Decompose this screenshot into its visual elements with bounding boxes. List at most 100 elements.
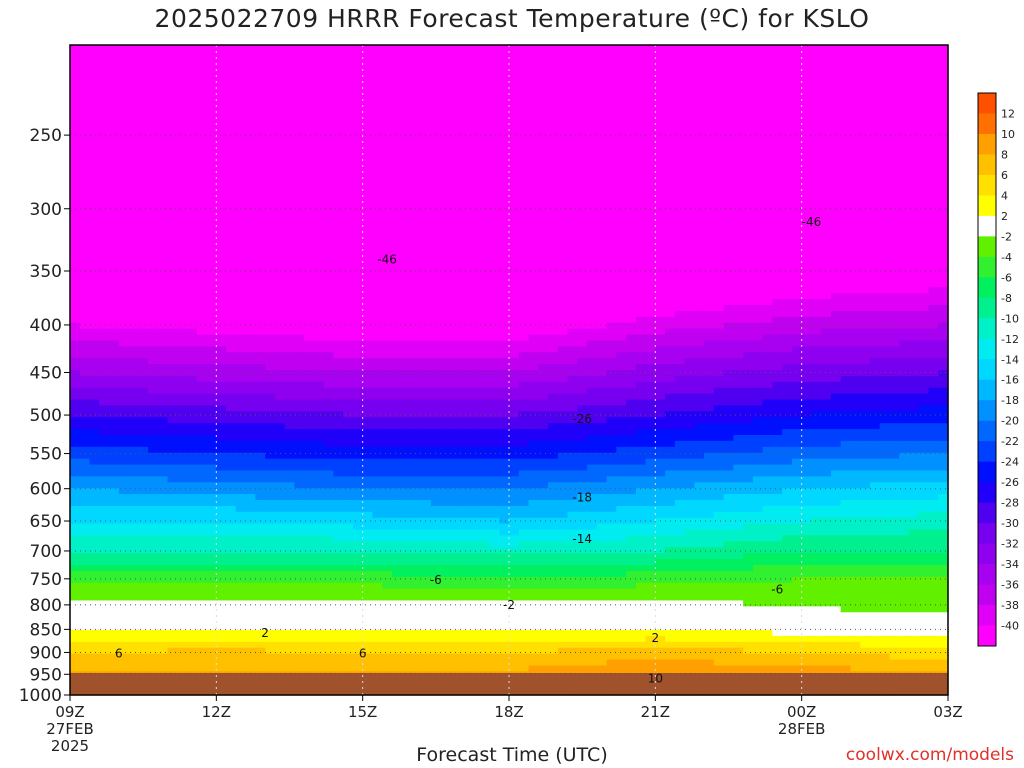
heat-cell [99,630,110,637]
heat-cell [313,446,325,454]
heat-cell [440,464,452,472]
heat-cell [167,115,178,123]
heat-cell [450,364,461,371]
heat-cell [411,606,422,613]
heat-cell [489,464,500,472]
heat-cell [479,452,491,460]
heat-cell [382,440,393,448]
heat-cell [499,305,510,312]
heat-cell [391,452,403,460]
heat-cell [450,641,461,649]
heat-cell [343,68,354,76]
heat-cell [226,405,237,412]
heat-cell [372,234,383,241]
heat-cell [382,275,393,282]
heat-cell [362,210,374,217]
heat-cell [352,352,364,359]
heat-cell [187,417,198,424]
heat-cell [333,387,344,395]
heat-cell [109,488,120,495]
heat-cell [70,245,81,253]
heat-cell [440,381,452,389]
heat-cell [187,281,198,288]
heat-cell [265,151,276,158]
heat-cell [460,110,471,117]
heat-cell [157,364,169,371]
heat-cell [304,186,315,194]
heat-cell [196,482,208,489]
heat-cell [450,470,461,477]
heat-cell [479,517,491,525]
heat-cell [343,559,354,566]
heat-cell [187,299,198,306]
heat-cell [304,305,315,312]
heat-cell [352,393,364,401]
heat-cell [187,198,198,206]
heat-cell [362,121,374,129]
heat-cell [177,216,188,223]
heat-cell [401,535,413,542]
heat-cell [245,228,256,235]
heat-cell [235,175,247,182]
heat-cell [216,635,227,643]
heat-cell [177,464,188,472]
heat-cell [391,98,403,105]
heat-cell [323,470,334,477]
heat-cell [469,198,481,206]
heat-cell [313,216,325,223]
heat-cell [382,115,393,123]
heat-cell [138,641,149,649]
heat-cell [450,375,461,383]
heat-cell [177,121,188,129]
heat-cell [235,251,247,259]
heat-cell [89,80,100,87]
heat-cell [187,305,198,312]
heat-cell [245,186,256,194]
heat-cell [313,517,325,525]
heat-cell [352,653,364,661]
heat-cell [479,281,491,288]
heat-cell [421,511,432,519]
heat-cell [109,204,120,212]
heat-cell [430,80,442,87]
heat-cell [450,80,461,87]
heat-cell [294,547,305,554]
heat-cell [411,417,422,424]
heat-cell [372,180,383,188]
heat-cell [450,630,461,637]
heat-cell [362,334,374,342]
heat-cell [216,393,227,401]
heat-cell [99,417,110,424]
heat-cell [294,500,305,507]
heat-cell [362,104,374,111]
heat-cell [430,423,442,430]
heat-cell [226,440,237,448]
heat-cell [235,494,247,501]
heat-cell [167,127,178,135]
heat-cell [235,665,247,672]
heat-cell [167,45,178,52]
heat-cell [323,98,334,105]
heat-cell [362,570,374,578]
heat-cell [148,576,159,584]
heat-cell [206,322,217,330]
heat-cell [323,50,334,58]
heat-cell [265,523,276,531]
heat-cell [148,618,159,625]
heat-cell [89,405,100,412]
heat-cell [216,186,227,194]
heat-cell [382,635,393,643]
heat-cell [255,659,266,667]
heat-cell [89,411,100,418]
heat-cell [89,582,100,590]
heat-cell [440,293,452,300]
heat-cell [79,635,91,643]
heat-cell [167,98,178,105]
heat-cell [323,121,334,129]
heat-cell [79,476,91,483]
heat-cell [167,588,178,596]
heat-cell [430,157,442,164]
heat-cell [372,198,383,206]
heat-cell [411,104,422,111]
heat-cell [479,346,491,353]
